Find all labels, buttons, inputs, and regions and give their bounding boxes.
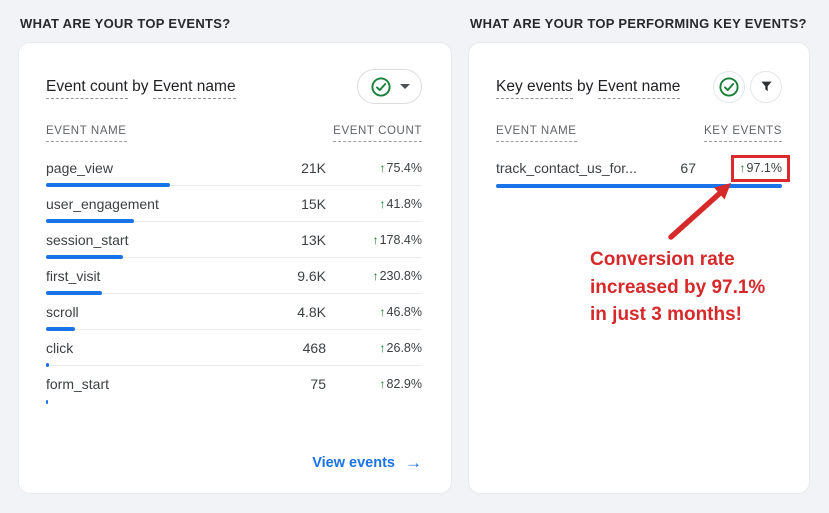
annotation-line: increased by 97.1%	[590, 276, 766, 298]
table-row: form_start 75 ↑82.9%	[46, 366, 422, 404]
event-name: first_visit	[46, 267, 101, 284]
card-header: Key events by Event name	[496, 69, 782, 104]
table-row: scroll 4.8K ↑46.8%	[46, 294, 422, 331]
change-value: 230.8%	[379, 268, 422, 283]
value-bar	[46, 327, 75, 331]
change-value: 46.8%	[386, 304, 422, 319]
event-name: form_start	[46, 376, 110, 392]
key-event-filter-dropdown-button[interactable]	[357, 69, 422, 104]
event-change: ↑178.4%	[326, 233, 422, 247]
check-circle-icon	[719, 76, 739, 97]
event-count: 13K	[301, 231, 326, 248]
column-header-event-name: EVENT NAME	[496, 125, 577, 142]
event-count: 15K	[301, 195, 326, 212]
event-count: 9.6K	[297, 267, 326, 284]
key-events-card: Key events by Event name EVENT NAME KEY …	[468, 42, 810, 494]
annotation-line: in just 3 months!	[590, 304, 742, 325]
table-row: user_engagement 15K ↑41.8%	[46, 186, 422, 223]
view-events-label: View events	[312, 455, 395, 471]
event-count: 67	[680, 160, 696, 176]
table-row: track_contact_us_for... 67 ↑97.1%	[496, 150, 790, 188]
card-title: Key events by Event name	[496, 77, 681, 99]
event-change: ↑46.8%	[326, 305, 422, 319]
table-row: session_start 13K ↑178.4%	[46, 222, 422, 259]
card-title: Event count by Event name	[46, 77, 236, 99]
card-header: Event count by Event name	[46, 69, 422, 104]
events-table: page_view 21K ↑75.4% user_engagement 15K…	[46, 150, 422, 404]
chevron-down-icon	[399, 84, 410, 89]
change-value: 178.4%	[379, 232, 422, 247]
value-bar	[46, 219, 134, 223]
key-events-panel: WHAT ARE YOUR TOP PERFORMING KEY EVENTS?…	[468, 16, 810, 494]
value-bar	[496, 184, 782, 188]
check-circle-icon	[370, 76, 391, 97]
section-title-key-events: WHAT ARE YOUR TOP PERFORMING KEY EVENTS?	[470, 16, 807, 31]
event-name: track_contact_us_for...	[496, 160, 637, 176]
table-row: first_visit 9.6K ↑230.8%	[46, 258, 422, 295]
event-name: session_start	[46, 231, 129, 248]
card-toolbar	[713, 70, 782, 103]
view-events-link[interactable]: View events →	[312, 453, 422, 473]
value-bar	[46, 291, 103, 295]
trend-up-icon: ↑	[739, 161, 746, 175]
event-change: ↑26.8%	[326, 341, 422, 355]
top-events-panel: WHAT ARE YOUR TOP EVENTS? Event count by…	[18, 16, 452, 494]
value-bar	[46, 363, 50, 367]
metric-label: Key events	[496, 77, 573, 99]
trend-up-icon: ↑	[379, 196, 386, 211]
event-change: ↑82.9%	[326, 377, 422, 391]
table-header: EVENT NAME EVENT COUNT	[46, 125, 422, 142]
dimension-label: Event name	[152, 77, 236, 99]
change-value: 75.4%	[386, 160, 422, 175]
trend-up-icon: ↑	[379, 160, 386, 175]
highlight-box: ↑97.1%	[730, 155, 790, 182]
right-arrow-icon: →	[405, 453, 422, 472]
key-events-table: track_contact_us_for... 67 ↑97.1%	[496, 150, 790, 188]
table-header: EVENT NAME KEY EVENTS	[496, 125, 782, 142]
event-change: ↑41.8%	[326, 197, 422, 211]
value-bar	[46, 255, 123, 259]
event-name: user_engagement	[46, 195, 159, 212]
trend-up-icon: ↑	[379, 304, 386, 319]
section-title-top-events: WHAT ARE YOUR TOP EVENTS?	[20, 16, 231, 31]
key-event-check-button[interactable]	[713, 70, 745, 103]
event-change: ↑75.4%	[326, 161, 422, 175]
change-value: 41.8%	[386, 196, 422, 211]
event-change: ↑97.1%	[696, 155, 790, 182]
event-count: 4.8K	[297, 303, 326, 320]
change-value: 82.9%	[386, 377, 422, 391]
trend-up-icon: ↑	[379, 340, 386, 355]
value-bar	[46, 183, 171, 187]
event-count-card: Event count by Event name EVENT NAME EVE…	[18, 42, 452, 494]
event-name: scroll	[46, 303, 79, 320]
value-bar	[46, 400, 49, 404]
change-value: 97.1%	[746, 161, 782, 175]
annotation-text: Conversion rate increased by 97.1% in ju…	[590, 246, 765, 329]
event-count: 468	[302, 339, 326, 356]
metric-label: Event count	[46, 77, 128, 99]
trend-up-icon: ↑	[372, 268, 379, 283]
event-count: 21K	[301, 159, 326, 176]
connector-label: by	[572, 77, 598, 95]
event-name: click	[46, 339, 74, 356]
change-value: 26.8%	[386, 340, 422, 355]
filter-button[interactable]	[750, 70, 782, 103]
column-header-event-name: EVENT NAME	[46, 125, 127, 142]
event-name: page_view	[46, 159, 113, 176]
table-row: page_view 21K ↑75.4%	[46, 150, 422, 187]
annotation-line: Conversion rate	[590, 249, 735, 270]
event-count: 75	[310, 376, 326, 392]
dimension-label: Event name	[597, 77, 681, 99]
filter-funnel-icon	[760, 81, 772, 92]
trend-up-icon: ↑	[372, 232, 379, 247]
event-change: ↑230.8%	[326, 269, 422, 283]
connector-label: by	[127, 77, 153, 95]
trend-up-icon: ↑	[379, 377, 386, 391]
column-header-key-events: KEY EVENTS	[703, 125, 782, 142]
table-row: click 468 ↑26.8%	[46, 330, 422, 367]
column-header-event-count: EVENT COUNT	[333, 125, 422, 142]
